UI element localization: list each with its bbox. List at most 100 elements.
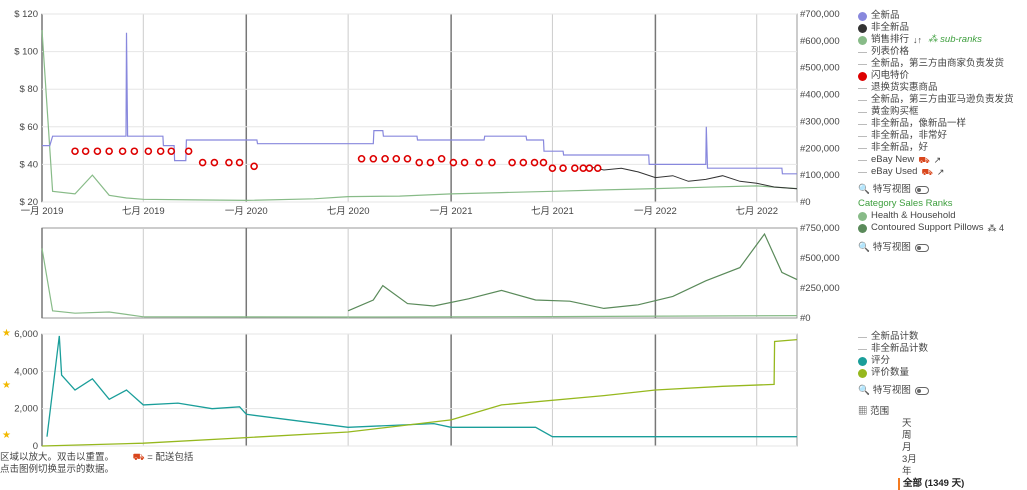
lightning-deal-point	[118, 147, 127, 156]
magnifier-icon: 🔍	[858, 242, 870, 253]
lightning-deal-point	[539, 158, 548, 167]
lightning-deal-point	[357, 154, 366, 163]
rating-line	[46, 335, 797, 438]
chart-instructions: 区域以放大。双击以重置。 ⛟ = 配送包括 点击图例切换显示的数据。	[0, 452, 194, 475]
range-option-week[interactable]: 周	[902, 430, 912, 441]
lightning-deal-point	[184, 147, 193, 156]
legend-label: 全新品，第三方由商家负责发货	[871, 58, 1005, 69]
close-view-toggle-ranks[interactable]: 🔍 特写视图	[858, 242, 1026, 254]
legend-item[interactable]: 黄金购买框	[858, 106, 1026, 118]
legend-label: 评价数量	[871, 367, 910, 378]
legend-label: 闪电特价	[871, 70, 910, 81]
x-tick-label: 七月 2022	[735, 206, 778, 217]
legend-item[interactable]: 列表价格	[858, 46, 1026, 58]
lightning-deal-point	[449, 158, 458, 167]
y-right-tick-label: #600,000	[800, 36, 840, 47]
magnifier-icon: 🔍	[858, 184, 870, 195]
sub-ranks-link[interactable]: ⁂ sub-ranks	[928, 34, 982, 45]
lightning-deal-point	[381, 154, 389, 163]
truck-icon: ⛟	[921, 167, 933, 177]
lightning-deal-point	[559, 164, 567, 172]
external-link-icon[interactable]: ↗	[933, 155, 942, 165]
legend-item[interactable]: 非全新品，非常好	[858, 130, 1026, 142]
truck-icon: ⛟	[918, 155, 930, 165]
legend-label: 销售排行	[871, 34, 910, 45]
legend-item[interactable]: 全新品，第三方由亚马逊负责发货	[858, 94, 1026, 106]
y-tick-label: $ 80	[20, 84, 39, 95]
y-tick-label: $ 20	[20, 197, 39, 208]
close-view-toggle-ratings[interactable]: 🔍 特写视图	[858, 385, 1026, 397]
legend-dot-icon	[858, 223, 867, 233]
legend-item[interactable]: Contoured Support Pillows ⁂ 4	[858, 222, 1026, 234]
lightning-deal-point	[235, 158, 244, 167]
legend-item[interactable]: eBay Used ⛟ ↗	[858, 166, 1026, 178]
legend-item[interactable]: Health & Household	[858, 210, 1026, 222]
price-history-chart[interactable]: 一月 2019 七月 2019 一月 2020 七月 2020 一月 2021 七月 20…	[0, 0, 1027, 479]
legend-item[interactable]: eBay New ⛟ ↗	[858, 154, 1026, 166]
star-icon: ★	[2, 380, 11, 391]
legend-item[interactable]: 退换货实惠商品	[858, 82, 1026, 94]
lightning-deal-point	[437, 154, 446, 163]
legend-item[interactable]: 非全新品计数	[858, 343, 1026, 355]
legend-item[interactable]: 非全新品，好	[858, 142, 1026, 154]
legend-dot-icon	[858, 23, 867, 33]
sub-rank-count: ⁂ 4	[987, 223, 1004, 233]
plot-frame	[41, 333, 798, 447]
close-view-toggle[interactable]: 🔍 特写视图	[858, 184, 1026, 196]
legend-line-icon	[858, 111, 867, 113]
y-right-tick-label: #250,000	[800, 283, 840, 294]
legend-item[interactable]: 非全新品，像新品一样	[858, 118, 1026, 130]
plot-frame	[41, 13, 798, 203]
toggle-icon[interactable]	[914, 387, 929, 395]
calendar-icon: ▦	[858, 406, 868, 417]
star-icon: ★	[2, 328, 11, 339]
legend-item[interactable]: 评价数量	[858, 367, 1026, 379]
chart-legend: 全新品 非全新品 销售排行 ↓↑ ⁂ sub-ranks 列表价格 全新品，第三方由商家负责…	[858, 10, 1026, 254]
y-right-tick-label: #0	[800, 313, 811, 324]
legend-item[interactable]: 闪电特价	[858, 70, 1026, 82]
range-option-all[interactable]: 全部 (1349 天)	[898, 478, 964, 490]
legend-label: 非全新品计数	[871, 343, 929, 354]
range-option-day[interactable]: 天	[902, 418, 912, 429]
legend-item[interactable]: 全新品	[858, 10, 1026, 22]
legend-item[interactable]: 全新品计数	[858, 331, 1026, 343]
range-option-month[interactable]: 月	[902, 442, 912, 453]
sort-icon[interactable]: ↓↑	[913, 35, 923, 45]
y-right-tick-label: #200,000	[800, 143, 840, 154]
legend-line-icon	[858, 87, 867, 89]
range-option-year[interactable]: 年	[902, 466, 912, 477]
legend-item[interactable]: 销售排行 ↓↑ ⁂ sub-ranks	[858, 34, 1026, 46]
legend-item[interactable]: 非全新品	[858, 22, 1026, 34]
lightning-deal-point	[198, 158, 207, 167]
y-tick-label: $ 60	[20, 122, 39, 133]
plot-frame	[41, 227, 798, 319]
external-link-icon[interactable]: ↗	[936, 167, 945, 177]
y-right-tick-label: #0	[800, 197, 811, 208]
lightning-deal-point	[571, 164, 579, 172]
range-option-3month[interactable]: 3月	[902, 454, 917, 465]
lightning-deal-point	[403, 154, 412, 163]
used-price-line	[586, 165, 798, 190]
x-tick-label: 一月 2021	[430, 206, 473, 217]
range-selector: ▦ 范围 天 周 月 3月 年 全部 (1349 天)	[858, 406, 965, 490]
lightning-deal-point	[593, 164, 602, 172]
toggle-icon[interactable]	[914, 186, 929, 194]
legend-label: 非全新品，非常好	[871, 130, 948, 141]
legend-item[interactable]: 评分	[858, 355, 1026, 367]
legend-dot-icon	[858, 35, 867, 45]
legend-line-icon	[858, 147, 867, 149]
y-tick-label: 4,000	[14, 366, 38, 377]
legend-dot-icon	[858, 71, 867, 81]
x-tick-label: 一月 2022	[634, 206, 677, 217]
legend-dot-icon	[858, 11, 867, 21]
y-right-tick-label: #750,000	[800, 223, 840, 234]
new-price-line	[42, 32, 797, 175]
pillow-rank-line	[347, 232, 798, 312]
lightning-deal-point	[105, 147, 113, 156]
lightning-deal-point	[585, 164, 594, 172]
legend-item[interactable]: 全新品，第三方由商家负责发货	[858, 58, 1026, 70]
toggle-icon[interactable]	[914, 244, 929, 252]
y-right-tick-label: #100,000	[800, 170, 840, 181]
legend-label: Contoured Support Pillows	[871, 222, 984, 233]
lightning-deal-point	[392, 154, 401, 163]
